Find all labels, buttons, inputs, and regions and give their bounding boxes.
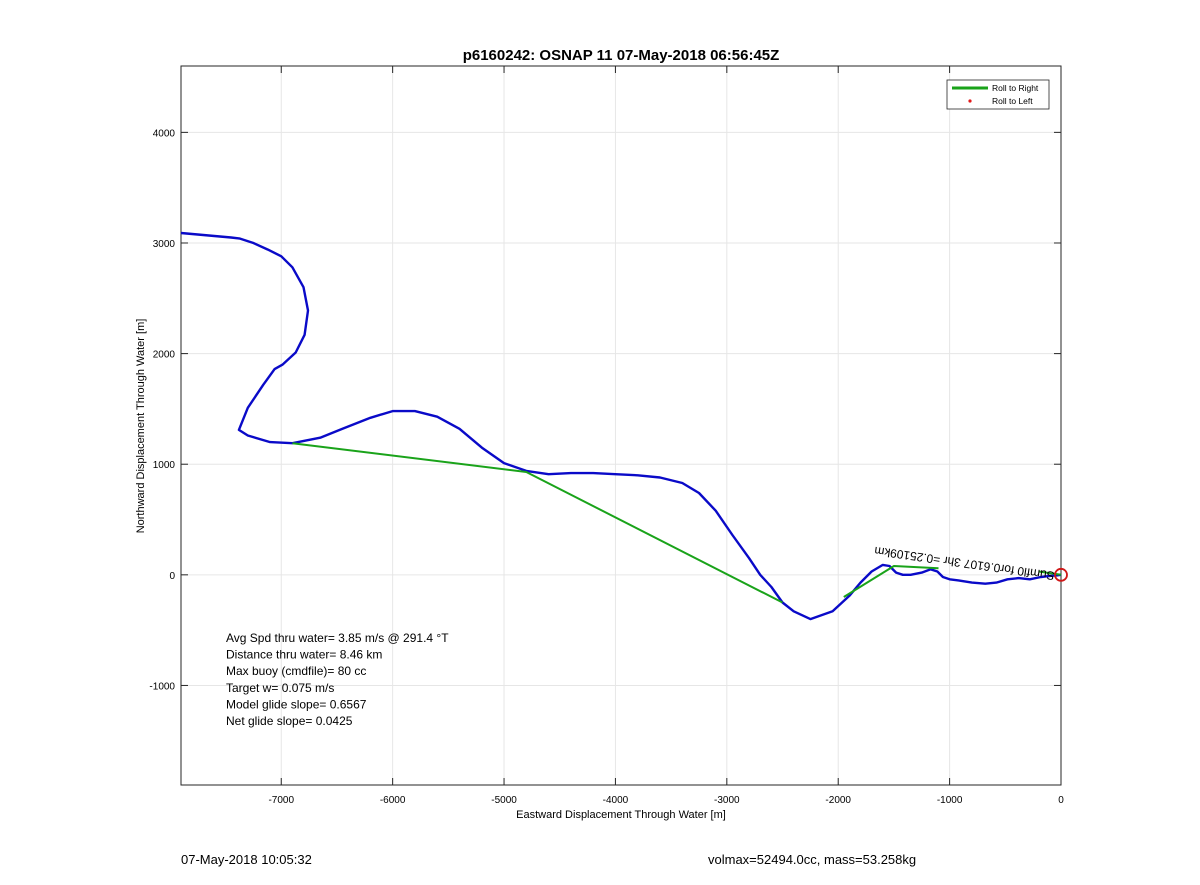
x-tick-label: -6000 [380, 795, 406, 806]
legend-dot-roll-left [968, 99, 972, 103]
grid [181, 66, 1062, 785]
series-layer [180, 231, 1062, 621]
stats-line: Net glide slope= 0.0425 [226, 714, 353, 728]
stats-line: Max buoy (cmdfile)= 80 cc [226, 664, 366, 678]
rotated-label: Sumfl0 for0.6107 3hr =0.25109km [873, 544, 1055, 583]
legend-label-roll-right: Roll to Right [992, 83, 1039, 93]
roll-right-segment [1038, 570, 1062, 576]
legend-box [946, 79, 1050, 110]
chart-title: p6160242: OSNAP 11 07-May-2018 06:56:45Z [463, 47, 780, 64]
y-tick-label: 3000 [153, 239, 176, 250]
stats-box: Avg Spd thru water= 3.85 m/s @ 291.4 °T D… [226, 631, 449, 728]
footer-timestamp: 07-May-2018 10:05:32 [181, 852, 312, 867]
y-axis-label: Northward Displacement Through Water [m] [135, 319, 147, 534]
legend-label-roll-left: Roll to Left [992, 96, 1033, 106]
axis-ticks: -7000 -6000 -5000 -4000 -3000 -2000 -1000 0 -100… [149, 66, 1064, 806]
x-tick-label: -4000 [603, 795, 629, 806]
end-marker [1054, 567, 1068, 582]
roll-right-segment [843, 565, 939, 598]
footer-volmax: volmax=52494.0cc, mass=53.258kg [708, 852, 917, 867]
x-tick-label: -7000 [268, 795, 294, 806]
y-tick-label: 2000 [153, 350, 176, 361]
y-tick-label: 4000 [153, 128, 176, 139]
x-tick-label: 0 [1058, 795, 1064, 806]
stats-line: Model glide slope= 0.6567 [226, 697, 367, 711]
roll-right-segment [292, 442, 783, 604]
x-axis-label: Eastward Displacement Through Water [m] [516, 809, 726, 821]
y-tick-label: 0 [169, 571, 175, 582]
stats-line: Distance thru water= 8.46 km [226, 648, 382, 662]
y-tick-label: 1000 [153, 460, 176, 471]
x-tick-label: -1000 [937, 795, 963, 806]
plot-area [180, 65, 1062, 786]
y-tick-label: -1000 [149, 681, 175, 692]
x-tick-label: -5000 [491, 795, 517, 806]
x-tick-label: -3000 [714, 795, 740, 806]
track-line [180, 231, 1062, 621]
stats-line: Avg Spd thru water= 3.85 m/s @ 291.4 °T [226, 631, 449, 645]
stats-line: Target w= 0.075 m/s [226, 681, 334, 695]
legend: Roll to Right Roll to Left [946, 79, 1050, 110]
x-tick-label: -2000 [825, 795, 851, 806]
